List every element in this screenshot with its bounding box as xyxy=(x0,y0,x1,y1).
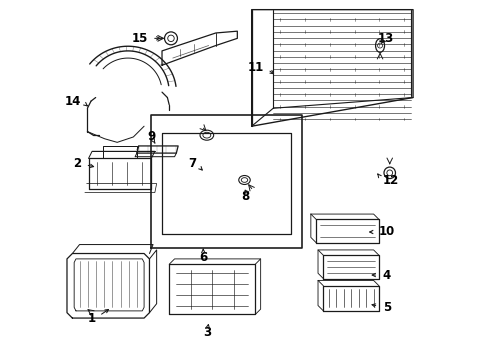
Text: 1: 1 xyxy=(87,311,96,325)
Text: 3: 3 xyxy=(203,326,210,339)
Text: 14: 14 xyxy=(65,95,81,108)
Text: 12: 12 xyxy=(382,174,398,186)
Text: 5: 5 xyxy=(382,301,390,314)
Text: 11: 11 xyxy=(247,60,264,73)
Text: 6: 6 xyxy=(199,251,207,264)
Text: 9: 9 xyxy=(147,130,155,144)
Text: 7: 7 xyxy=(187,157,196,170)
Text: 15: 15 xyxy=(131,32,147,45)
Text: 4: 4 xyxy=(382,269,390,282)
Text: 8: 8 xyxy=(241,190,249,203)
Text: 2: 2 xyxy=(73,157,81,170)
Text: 13: 13 xyxy=(377,32,393,45)
Text: 10: 10 xyxy=(378,225,394,238)
